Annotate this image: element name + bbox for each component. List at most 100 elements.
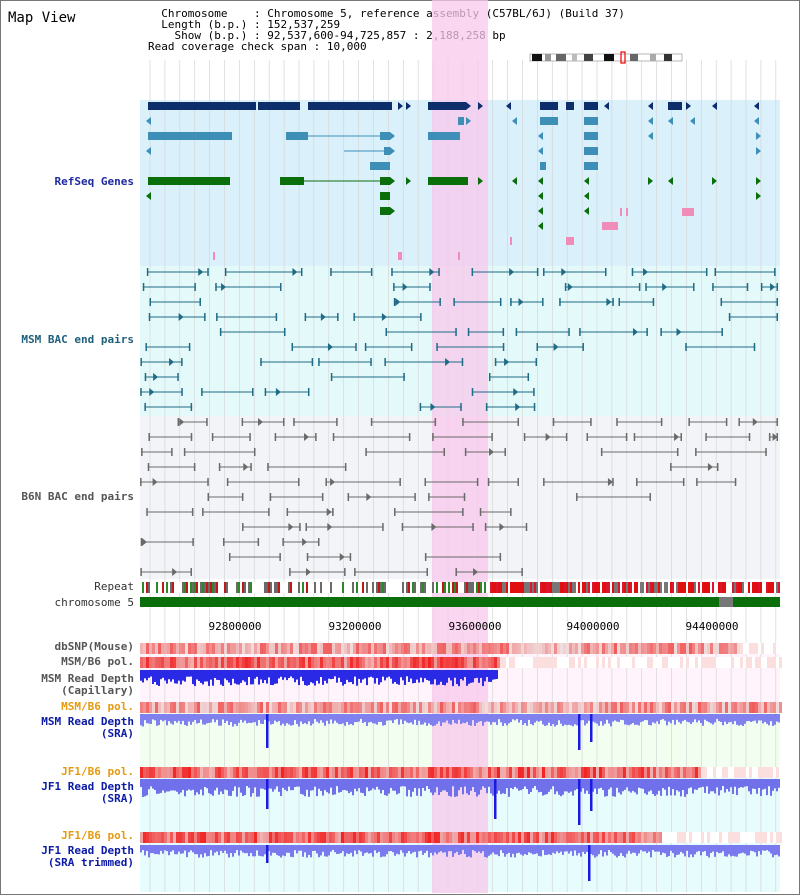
depth-bar [220, 670, 222, 685]
heatmap-cell [191, 702, 194, 713]
ideogram-current-region[interactable] [620, 51, 626, 64]
bac-end [204, 313, 206, 321]
depth-bar [618, 779, 620, 793]
heatmap-cell [140, 643, 143, 654]
selection-highlight[interactable] [432, 0, 488, 893]
depth-bar [190, 845, 192, 851]
depth-bar [568, 779, 570, 793]
heatmap-cell [512, 702, 515, 713]
gene-block [428, 102, 466, 110]
gene-arrow [538, 132, 543, 140]
depth-bar [502, 779, 504, 794]
heatmap-cell [689, 657, 692, 668]
chromosome-track[interactable] [140, 597, 780, 607]
ideogram-band [650, 54, 656, 61]
heatmap-cell [671, 832, 674, 843]
depth-bar [242, 670, 244, 681]
heatmap-cell [353, 767, 356, 778]
bac-end [344, 568, 346, 576]
depth-bar [420, 670, 422, 678]
heatmap-cell [164, 657, 167, 668]
repeat-feature [296, 582, 298, 593]
depth-bar [380, 670, 382, 683]
heatmap-cell [452, 643, 455, 654]
heatmap-cell [569, 643, 572, 654]
heatmap-cell [185, 832, 188, 843]
heatmap-cell [623, 832, 626, 843]
b6n-bac-track[interactable] [140, 418, 778, 576]
msm-bac-track[interactable] [140, 268, 778, 411]
heatmap-cell [536, 643, 539, 654]
depth-bar [198, 779, 200, 795]
bac-end [253, 448, 256, 456]
label-msm-depth-sra: MSM Read Depth (SRA) [41, 716, 134, 740]
depth-bar [432, 845, 434, 856]
depth-bar [176, 714, 178, 723]
heatmap-cell [746, 643, 749, 654]
depth-bar [428, 670, 430, 681]
heatmap-cell [605, 643, 608, 654]
repeat-feature [322, 582, 324, 593]
heatmap-cell [362, 832, 365, 843]
depth-bar [398, 779, 400, 794]
depth-bar [462, 714, 464, 723]
depth-bar [528, 779, 530, 794]
heatmap-cell [653, 702, 656, 713]
heatmap-cell [221, 832, 224, 843]
repeat-feature [422, 582, 424, 593]
heatmap-cell [389, 643, 392, 654]
heatmap-cell [551, 832, 554, 843]
heatmap-cell [518, 657, 521, 668]
heatmap-cell [515, 767, 518, 778]
depth-bar [546, 779, 548, 795]
depth-bar [390, 779, 392, 788]
depth-bar [694, 779, 696, 790]
heatmap-cell [740, 832, 743, 843]
depth-bar [280, 714, 282, 726]
bac-end [476, 478, 479, 486]
bac-end [536, 268, 539, 276]
bac-arrow [152, 478, 158, 486]
depth-bar [150, 714, 152, 724]
depth-bar [642, 779, 644, 789]
heatmap-cell [578, 702, 581, 713]
heatmap-cell [209, 657, 212, 668]
heatmap-cell [179, 643, 182, 654]
ideogram-band [556, 54, 566, 61]
depth-bar [424, 714, 426, 723]
depth-bar [294, 670, 296, 683]
gene-arrow [712, 102, 717, 110]
heatmap-cell [641, 832, 644, 843]
depth-bar [490, 670, 492, 682]
depth-bar [472, 714, 474, 721]
heatmap-cell [467, 702, 470, 713]
depth-bar [544, 845, 546, 856]
heatmap-cell [323, 702, 326, 713]
heatmap-cell [503, 657, 506, 668]
heatmap-cell [656, 832, 659, 843]
repeat-track[interactable] [140, 582, 780, 593]
heatmap-cell [167, 657, 170, 668]
depth-bar [510, 779, 512, 788]
repeat-feature [324, 582, 326, 593]
heatmap-cell [368, 702, 371, 713]
depth-bar [216, 714, 218, 720]
depth-bar [246, 714, 248, 724]
depth-bar [704, 714, 706, 720]
depth-bar [672, 714, 674, 720]
heatmap-cell [179, 832, 182, 843]
heatmap-cell [299, 832, 302, 843]
bac-arrow [402, 283, 408, 291]
heatmap-cell [548, 657, 551, 668]
bac-end [241, 493, 244, 501]
label-msm-pol: MSM/B6 pol. [61, 655, 134, 668]
depth-bar [336, 714, 338, 723]
depth-bar [586, 779, 588, 791]
heatmap-cell [761, 832, 764, 843]
refseq-genes-track[interactable] [146, 102, 761, 260]
gene-block [540, 102, 558, 110]
repeat-feature [594, 582, 596, 593]
chromosome-ideogram[interactable] [529, 51, 683, 64]
